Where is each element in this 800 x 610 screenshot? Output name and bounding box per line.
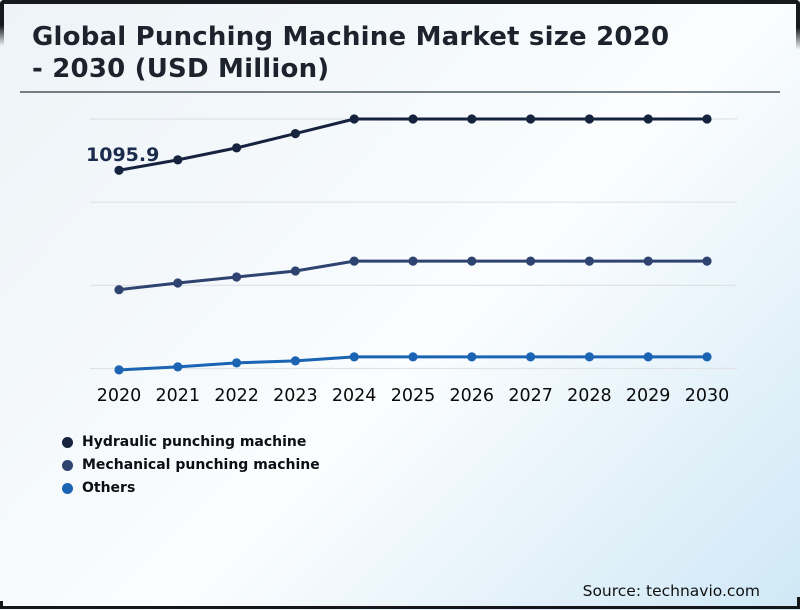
x-axis-label-2021: 2021 [155,386,201,406]
x-axis-label-2020: 2020 [96,386,142,406]
data-point [584,256,595,266]
series-line [118,117,707,172]
card-border-left [0,0,4,46]
x-axis-label-2025: 2025 [390,386,436,406]
card-border-top [0,0,800,4]
data-point [173,155,183,165]
chart-title-line1: Global Punching Machine Market size 2020 [32,22,670,52]
x-axis-label-2027: 2027 [508,386,553,406]
data-point [467,256,477,266]
x-axis-label-2026: 2026 [449,386,495,406]
legend-item: Others [62,480,320,496]
card-border-bottom [0,606,800,609]
data-point [702,352,712,362]
card-border-bottom-right [797,597,800,609]
legend-item: Mechanical punching machine [62,457,320,473]
data-point [526,256,536,266]
data-point [173,278,183,288]
data-point [290,266,300,276]
legend-label: Others [82,480,136,496]
data-point [467,352,477,362]
x-axis-label-2028: 2028 [567,386,612,406]
data-point [349,352,359,362]
legend-dot-icon [62,482,73,494]
source-attribution: Source: technavio.com [582,582,760,600]
title-divider [20,91,780,93]
legend-dot-icon [62,459,73,471]
chart-title-line2: - 2030 (USD Million) [32,53,330,84]
legend-dot-icon [62,436,73,448]
x-axis-label-2023: 2023 [273,386,318,406]
data-point [232,272,242,282]
card-border-bottom-left [0,601,3,609]
data-point [290,356,300,366]
data-point [114,365,124,375]
data-point [643,352,653,362]
x-axis-label-2030: 2030 [684,386,730,406]
x-axis-label-2029: 2029 [625,386,671,406]
data-label-hydraulic-2020: 1095.9 [86,144,160,166]
x-axis: 2020 2021 2022 2023 2024 2025 2026 2027 2028 2029… [0,386,800,414]
data-point [408,256,418,266]
data-point [643,114,653,124]
legend-label: Hydraulic punching machine [82,434,307,450]
series-line [118,259,707,292]
data-point [584,114,595,124]
data-point [526,114,536,124]
data-point [584,352,595,362]
data-point [173,362,183,372]
x-axis-label-2022: 2022 [214,386,259,406]
legend: Hydraulic punching machine Mechanical pun… [62,434,320,503]
data-point [702,114,712,124]
legend-label: Mechanical punching machine [82,457,320,473]
data-point [526,352,536,362]
data-point [467,114,477,124]
data-point [232,143,242,153]
x-axis-label-2024: 2024 [331,386,377,406]
data-point [408,114,418,124]
data-point [232,358,242,368]
series-line [118,355,707,372]
data-point [643,256,653,266]
data-point [290,129,300,139]
legend-item: Hydraulic punching machine [62,434,320,450]
data-point [114,285,124,295]
data-point [349,114,359,124]
data-point [702,256,712,266]
data-point [408,352,418,362]
data-point [114,165,124,175]
chart-title: Global Punching Machine Market size 2020… [32,22,762,85]
data-point [349,256,359,266]
card-border-right [796,0,800,50]
